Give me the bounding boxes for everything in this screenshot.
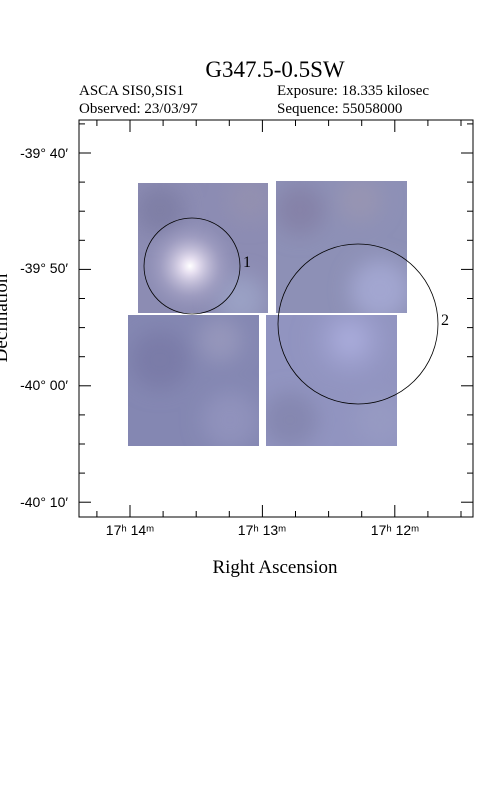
x-tick-label: 17ʰ 12ᵐ	[371, 522, 419, 538]
x-tick-label: 17ʰ 13ᵐ	[238, 522, 286, 538]
info-line: Exposure: 18.335 kilosec	[277, 83, 429, 99]
y-tick-label: -40° 00′	[20, 377, 68, 393]
x-axis-label: Right Ascension	[212, 557, 338, 578]
info-line: Observed: 23/03/97	[79, 101, 198, 117]
detector-tiles	[128, 181, 407, 446]
y-tick-label: -40° 10′	[20, 494, 68, 510]
tile	[276, 181, 407, 313]
title: G347.5-0.5SW	[205, 57, 345, 82]
y-tick-label: -39° 50′	[20, 260, 68, 276]
region-circle	[143, 217, 241, 315]
tile	[266, 315, 397, 446]
axis-ticks	[79, 120, 473, 517]
y-tick-label: -39° 40′	[20, 145, 68, 161]
plot-frame	[78, 119, 474, 518]
tile	[128, 315, 259, 446]
tile	[138, 183, 268, 313]
region-circle	[277, 243, 439, 405]
info-line: ASCA SIS0,SIS1	[79, 83, 184, 99]
info-line: Sequence: 55058000	[277, 101, 402, 117]
y-axis-label: Declination	[0, 273, 12, 362]
region-label: 1	[243, 254, 251, 271]
regions	[143, 217, 439, 405]
region-label: 2	[441, 312, 449, 329]
x-tick-label: 17ʰ 14ᵐ	[106, 522, 154, 538]
